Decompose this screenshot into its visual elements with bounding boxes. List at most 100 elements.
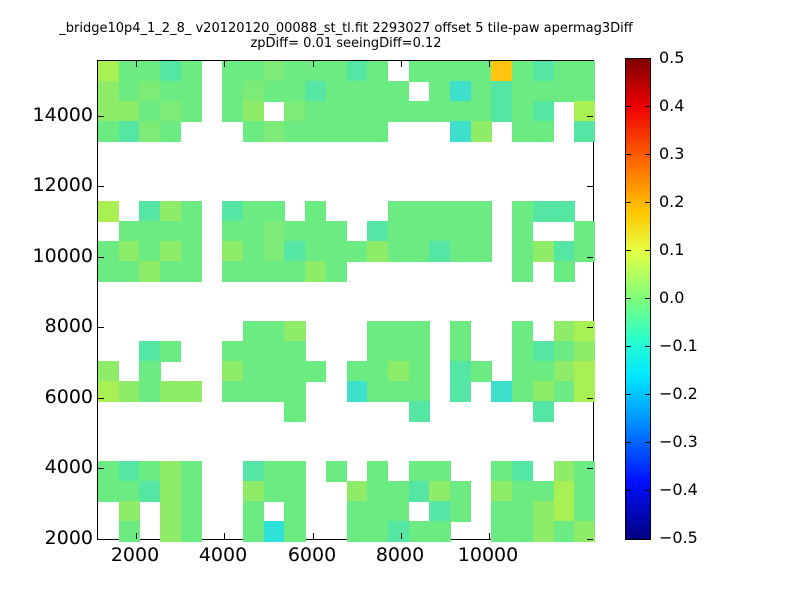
heatmap-cell (491, 501, 513, 522)
heatmap-cell (305, 81, 327, 102)
heatmap-cell (408, 341, 430, 362)
heatmap-cell (284, 101, 306, 122)
heatmap-cell (139, 81, 161, 102)
heatmap-cell (263, 81, 285, 102)
heatmap-cell (139, 221, 161, 242)
heatmap-cell (512, 201, 534, 222)
heatmap-cell (574, 521, 596, 542)
colorbar-tick-label: −0.4 (659, 480, 698, 499)
tick-mark (587, 116, 593, 117)
heatmap-cell (470, 81, 492, 102)
heatmap-cell (284, 401, 306, 422)
heatmap-cell (346, 101, 368, 122)
heatmap-cell (553, 201, 575, 222)
heatmap-cell (160, 521, 182, 542)
heatmap-cell (139, 361, 161, 382)
heatmap-cell (325, 61, 347, 82)
heatmap-cell (387, 521, 410, 542)
heatmap-cell (429, 241, 451, 262)
heatmap-cell (242, 121, 265, 142)
heatmap-cell (532, 341, 555, 362)
tick-mark (587, 327, 593, 328)
colorbar-tick-mark (626, 250, 631, 251)
heatmap-cell (532, 501, 555, 522)
colorbar-tick-mark (645, 490, 650, 491)
heatmap-cell (470, 61, 492, 82)
colorbar-tick-mark (645, 298, 650, 299)
heatmap-cell (139, 381, 161, 402)
heatmap-cell (160, 341, 182, 362)
tick-mark (401, 533, 402, 539)
heatmap-cell (284, 501, 306, 522)
heatmap-cell (470, 201, 492, 222)
heatmap-cell (512, 61, 534, 82)
heatmap-cell (532, 101, 555, 122)
heatmap-cell (139, 481, 161, 502)
heatmap-cell (512, 461, 534, 482)
heatmap-cell (242, 61, 265, 82)
tick-mark (587, 186, 593, 187)
heatmap-cell (325, 101, 347, 122)
heatmap-cell (367, 481, 389, 502)
heatmap-cell (367, 81, 389, 102)
heatmap-cell (180, 61, 203, 82)
heatmap-cell (408, 61, 430, 82)
heatmap-cell (180, 261, 203, 282)
heatmap-cell (367, 361, 389, 382)
heatmap-cell (284, 321, 306, 342)
heatmap-cell (512, 521, 534, 542)
heatmap-cell (180, 241, 203, 262)
heatmap-cell (491, 461, 513, 482)
heatmap-cell (263, 321, 285, 342)
heatmap-cell (180, 81, 203, 102)
heatmap-cell (387, 101, 410, 122)
heatmap-cell (574, 221, 596, 242)
heatmap-cell (429, 61, 451, 82)
heatmap-cell (284, 261, 306, 282)
heatmap-cell (553, 501, 575, 522)
heatmap-cell (532, 61, 555, 82)
heatmap-cell (470, 361, 492, 382)
heatmap-cell (118, 81, 140, 102)
heatmap-cell (512, 321, 534, 342)
heatmap-cell (222, 261, 244, 282)
heatmap-cell (470, 121, 492, 142)
y-axis-tick-label: 12000 (32, 174, 93, 196)
heatmap-cell (532, 241, 555, 262)
heatmap-cell (139, 121, 161, 142)
figure-title: _bridge10p4_1_2_8_ v20120120_00088_st_tl… (59, 21, 633, 36)
colorbar-tick-mark (626, 346, 631, 347)
heatmap-cell (160, 81, 182, 102)
heatmap-cell (160, 461, 182, 482)
heatmap-cell (263, 361, 285, 382)
heatmap-cell (346, 61, 368, 82)
heatmap-cell (346, 81, 368, 102)
heatmap-cell (491, 61, 513, 82)
heatmap-cell (98, 81, 120, 102)
y-axis-tick-label: 10000 (32, 245, 93, 267)
heatmap-cell (346, 381, 368, 402)
tick-mark (98, 468, 104, 469)
heatmap-cell (222, 221, 244, 242)
heatmap-cell (160, 101, 182, 122)
colorbar-tick-label: 0.3 (659, 144, 685, 163)
tick-mark (98, 257, 104, 258)
tick-mark (587, 257, 593, 258)
heatmap-cell (180, 201, 203, 222)
heatmap-cell (512, 221, 534, 242)
heatmap-cell (118, 501, 140, 522)
heatmap-cell (346, 501, 368, 522)
heatmap-cell (450, 501, 472, 522)
heatmap-cell (98, 61, 120, 82)
heatmap-cell (180, 501, 203, 522)
heatmap-cell (284, 121, 306, 142)
heatmap-cell (450, 101, 472, 122)
heatmap-cell (346, 241, 368, 262)
heatmap-cell (346, 361, 368, 382)
heatmap-cell (263, 341, 285, 362)
heatmap-cell (408, 221, 430, 242)
heatmap-cell (574, 381, 596, 402)
y-axis-tick-label: 14000 (32, 104, 93, 126)
tick-mark (489, 61, 490, 67)
y-axis-tick-label: 8000 (44, 315, 93, 337)
